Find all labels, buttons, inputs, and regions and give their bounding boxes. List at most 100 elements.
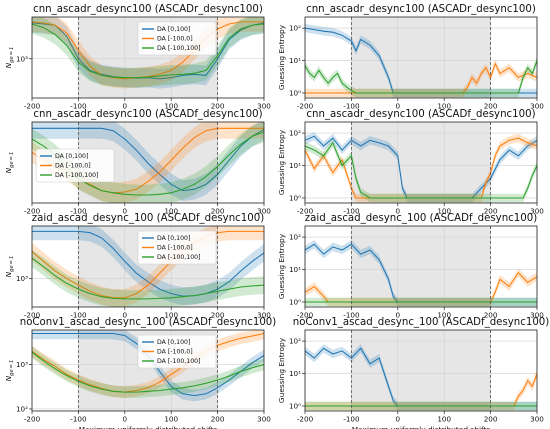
x-tick-label: 0 [123, 415, 128, 424]
x-tick-label: -200 [24, 311, 41, 320]
x-tick-label: 0 [123, 207, 128, 216]
y-tick-label: 10² [289, 129, 301, 138]
legend: DA [0,100] DA [-100,0] DA [-100,100] [137, 230, 217, 265]
x-tick-label: 100 [164, 311, 178, 320]
series-band [305, 138, 537, 203]
series-line [32, 22, 264, 80]
y-tick-label: 10⁰ [289, 401, 301, 410]
legend-label: DA [-100,0] [157, 349, 193, 356]
x-tick-label: 300 [257, 207, 271, 216]
chart-title: zaid_ascad_desync_100 (ASCADf_desync100) [32, 213, 264, 224]
x-tick-label: 0 [396, 207, 401, 216]
series-line [32, 257, 264, 300]
y-axis-label: Guessing Entropy [277, 129, 286, 195]
series-band [32, 226, 264, 305]
legend-label: DA [-100,100] [157, 358, 201, 365]
legend-label: DA [0,100] [157, 26, 190, 33]
x-tick-label: 300 [257, 415, 271, 424]
legend-label: DA [-100,0] [157, 36, 193, 43]
chart-title: noConv1_ascad_desync_100 (ASCADf_desync1… [293, 317, 550, 328]
legend-label: DA [0,100] [157, 235, 190, 242]
chart-title: zaid_ascad_desync_100 (ASCADf_desync100) [305, 213, 537, 224]
series-band [32, 122, 264, 203]
y-axis-label: Nge = 1 [4, 47, 15, 69]
axes-frame [31, 329, 265, 412]
axes-frame [304, 16, 538, 99]
axes-frame [304, 121, 538, 204]
chart-panel-4: -200 -100 0 100 200 300 10⁰ 10¹ 10² cnn_ascadr_de… [277, 109, 544, 216]
series-band [32, 122, 264, 203]
shaded-region [351, 226, 491, 307]
chart-panel-5: -200 -100 0 100 200 300 10³ zaid_ascad_desync_1… [4, 213, 271, 320]
shaded-region [351, 330, 491, 411]
x-axis-label: Maximum uniformly distributed shifts [352, 425, 491, 429]
x-tick-label: -100 [70, 102, 87, 111]
x-tick-label: 200 [484, 311, 498, 320]
x-tick-label: 100 [164, 102, 178, 111]
series-band [305, 240, 537, 307]
x-tick-label: -100 [70, 415, 87, 424]
chart-panel-1: -200 -100 0 100 200 300 10³ cnn_ascadr_desync10… [4, 4, 271, 111]
y-axis-label: Nge = 1 [4, 360, 15, 382]
series-line [32, 332, 264, 393]
x-tick-label: -200 [297, 415, 314, 424]
x-tick-label: 300 [257, 311, 271, 320]
chart-panel-7: -200 -100 0 100 200 300 10² 10³ noConv1_ascad_de… [4, 317, 276, 429]
legend-box [137, 230, 217, 265]
series-line [305, 60, 537, 94]
y-tick-label: 10² [289, 337, 301, 346]
y-axis-label: Nge = 1 [4, 256, 15, 278]
y-tick-label: 10¹ [289, 56, 301, 65]
series-line [305, 347, 537, 407]
chart-panel-2: -200 -100 0 100 200 300 10⁰ 10¹ 10² cnn_ascadr_de… [277, 4, 544, 111]
chart-title: cnn_ascadr_desync100 (ASCADf_desync100) [33, 109, 262, 120]
x-tick-label: 100 [164, 207, 178, 216]
x-tick-label: 200 [484, 207, 498, 216]
y-tick-label: 10³ [16, 54, 28, 63]
chart-panel-3: -200 -100 0 100 200 300 cnn_ascadr_desync100 (… [4, 109, 271, 216]
x-tick-label: 200 [211, 311, 225, 320]
x-tick-label: -100 [343, 415, 360, 424]
x-tick-label: 200 [211, 415, 225, 424]
y-tick-label: 10² [289, 233, 301, 242]
x-tick-label: -200 [24, 102, 41, 111]
chart-title: cnn_ascadr_desync100 (ASCADr_desync100) [306, 4, 536, 15]
shaded-region [351, 17, 491, 98]
legend-label: DA [-100,0] [157, 245, 193, 252]
series-line [305, 135, 537, 199]
series-line [32, 23, 264, 79]
series-line [32, 21, 264, 80]
x-tick-label: 200 [211, 207, 225, 216]
x-tick-label: -100 [343, 102, 360, 111]
legend-label: DA [0,100] [55, 153, 88, 160]
x-tick-label: -200 [297, 311, 314, 320]
legend-label: DA [-100,100] [157, 254, 201, 261]
x-tick-label: 300 [530, 311, 544, 320]
x-tick-label: -100 [343, 207, 360, 216]
x-tick-label: 100 [437, 102, 451, 111]
x-tick-label: 100 [437, 415, 451, 424]
series-line [32, 127, 264, 192]
legend-label: DA [-100,100] [55, 172, 99, 179]
x-tick-label: -200 [24, 415, 41, 424]
x-tick-label: -200 [297, 102, 314, 111]
chart-panel-6: -200 -100 0 100 200 300 10⁰ 10¹ 10² zaid_ascad_de… [277, 213, 544, 320]
series-line [32, 230, 264, 297]
y-tick-label: 10⁰ [289, 88, 301, 97]
x-tick-label: 100 [437, 207, 451, 216]
y-tick-label: 10¹ [289, 161, 301, 170]
legend-label: DA [-100,100] [157, 45, 201, 52]
shaded-region [351, 122, 491, 203]
x-tick-label: 200 [484, 102, 498, 111]
series-line [305, 27, 537, 94]
legend-label: DA [0,100] [157, 339, 190, 346]
x-tick-label: 300 [257, 102, 271, 111]
y-tick-label: 10¹ [289, 265, 301, 274]
y-tick-label: 10³ [16, 274, 28, 283]
legend-box [137, 334, 217, 369]
x-axis-label: Maximum uniformly distributed shifts [79, 425, 218, 429]
y-tick-label: 10⁰ [289, 193, 301, 202]
series-line [305, 271, 537, 303]
legend-label: DA [-100,0] [55, 163, 91, 170]
x-tick-label: 0 [396, 415, 401, 424]
